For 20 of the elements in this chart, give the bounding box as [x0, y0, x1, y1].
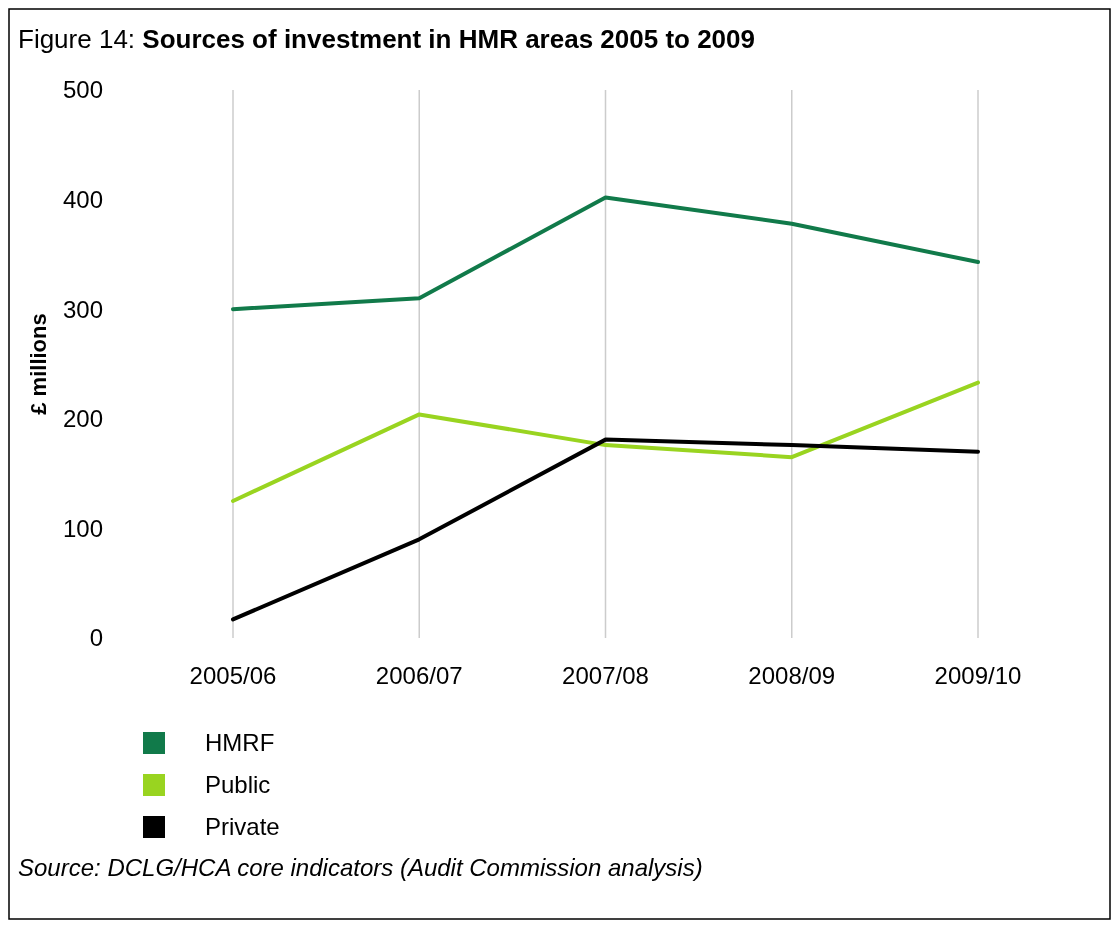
x-tick-label: 2008/09: [748, 662, 836, 689]
x-tick-label: 2005/06: [189, 662, 277, 689]
source-note: Source: DCLG/HCA core indicators (Audit Commission analysis): [18, 854, 703, 881]
line-series: [231, 195, 980, 312]
line-series: [231, 437, 980, 622]
legend-label: Private: [205, 813, 280, 841]
y-tick-label: 200: [62, 405, 103, 433]
x-tick-label: 2007/08: [562, 662, 649, 689]
y-tick-label: 0: [89, 624, 103, 652]
legend-label: Public: [205, 771, 271, 799]
y-tick-label: 100: [62, 514, 103, 542]
y-tick-label: 300: [62, 295, 103, 323]
y-axis-title: £ millions: [26, 313, 51, 415]
chart-title: Figure 14: Sources of investment in HMR areas 2005 to 2009: [18, 24, 755, 54]
x-tick-label: 2006/07: [375, 662, 463, 689]
legend-label: HMRF: [205, 729, 275, 757]
y-tick-label: 500: [62, 76, 103, 104]
y-tick-label: 400: [62, 186, 103, 213]
line-series: [231, 380, 980, 503]
x-tick-label: 2009/10: [934, 662, 1022, 689]
